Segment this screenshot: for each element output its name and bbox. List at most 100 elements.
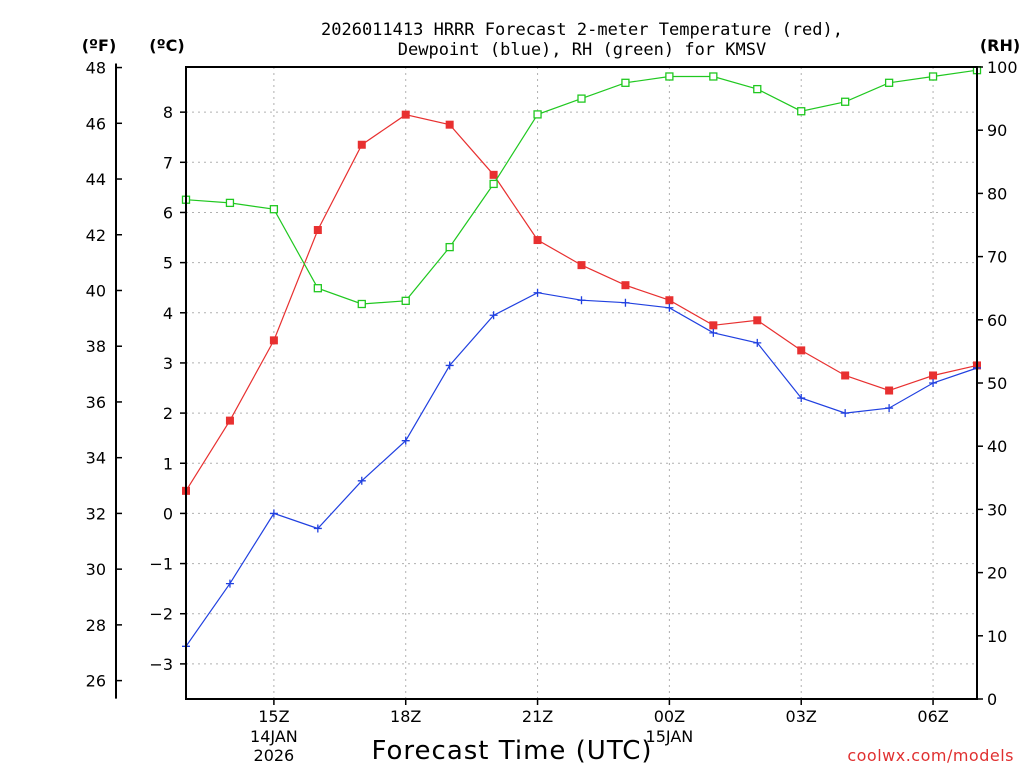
dewpoint-point bbox=[357, 476, 366, 485]
dewpoint-point bbox=[225, 579, 234, 588]
celsius-tick-label: 2 bbox=[163, 404, 173, 423]
celsius-tick-label: 5 bbox=[163, 254, 173, 273]
rh-tick-label: 30 bbox=[987, 500, 1007, 519]
celsius-tick-label: −1 bbox=[149, 555, 173, 574]
fahrenheit-tick-label: 34 bbox=[86, 449, 106, 468]
rh-point bbox=[621, 78, 630, 87]
dewpoint-point bbox=[401, 436, 410, 445]
celsius-tick-label: 6 bbox=[163, 203, 173, 222]
rh-point bbox=[928, 72, 938, 81]
fahrenheit-tick-label: 28 bbox=[86, 616, 106, 635]
temperature-point bbox=[533, 236, 542, 245]
rh-point bbox=[841, 97, 850, 106]
rh-tick-label: 80 bbox=[987, 184, 1007, 203]
celsius-tick-label: 1 bbox=[163, 454, 173, 473]
time-tick-label: 18Z bbox=[390, 707, 421, 726]
dewpoint-point bbox=[665, 303, 674, 312]
fahrenheit-tick-label: 26 bbox=[86, 672, 106, 691]
temperature-point bbox=[269, 336, 278, 345]
dewpoint-point bbox=[709, 328, 718, 337]
fahrenheit-tick-label: 48 bbox=[86, 59, 106, 78]
fahrenheit-tick-label: 40 bbox=[86, 281, 106, 300]
time-tick-label: 00Z bbox=[654, 707, 685, 726]
rh-point bbox=[577, 94, 586, 103]
fahrenheit-tick-label: 46 bbox=[86, 114, 106, 133]
rh-tick-label: 50 bbox=[987, 374, 1007, 393]
rh-point bbox=[665, 72, 674, 81]
rh-tick-label: 60 bbox=[987, 311, 1007, 330]
rh-tick-label: 40 bbox=[987, 437, 1007, 456]
dewpoint-point bbox=[929, 379, 938, 387]
grid-lines bbox=[186, 67, 977, 699]
source-credit: coolwx.com/models bbox=[847, 746, 1014, 765]
celsius-tick-label: 4 bbox=[163, 304, 173, 323]
dewpoint-point bbox=[841, 409, 850, 418]
title-line-2: Dewpoint (blue), RH (green) for KMSV bbox=[398, 40, 766, 60]
time-tick-label: 21Z bbox=[522, 707, 553, 726]
x-axis-title: Forecast Time (UTC) bbox=[371, 736, 652, 766]
rh-point bbox=[753, 84, 762, 94]
rh-point bbox=[313, 284, 322, 293]
celsius-unit-label: (ºC) bbox=[149, 36, 184, 55]
dewpoint-line bbox=[185, 292, 978, 647]
temperature-point bbox=[885, 386, 894, 395]
temperature-point bbox=[665, 296, 674, 305]
celsius-tick-label: 3 bbox=[163, 354, 173, 373]
rh-point bbox=[269, 205, 279, 214]
fahrenheit-tick-label: 30 bbox=[86, 560, 106, 579]
temperature-point bbox=[929, 371, 938, 380]
temperature-point bbox=[357, 140, 366, 149]
dewpoint-point bbox=[885, 404, 894, 413]
time-tick-label: 03Z bbox=[786, 707, 817, 726]
rh-unit-label: (RH) bbox=[980, 36, 1020, 55]
rh-point bbox=[709, 72, 718, 81]
temperature-point bbox=[621, 281, 630, 290]
dewpoint-point bbox=[753, 338, 762, 347]
rh-tick-label: 90 bbox=[987, 121, 1007, 140]
celsius-tick-label: 0 bbox=[163, 504, 173, 523]
celsius-axis: −3 −2 −1 0 1 2 3 4 5 6 7 8 bbox=[149, 103, 186, 674]
dewpoint-point bbox=[533, 288, 542, 297]
temperature-point bbox=[841, 371, 850, 380]
fahrenheit-axis: 26 28 30 32 34 36 38 40 42 44 46 48 bbox=[86, 59, 122, 699]
temperature-point bbox=[797, 346, 806, 355]
rh-point bbox=[225, 198, 235, 208]
date-label: 2026 bbox=[254, 746, 295, 765]
plot-frame bbox=[185, 66, 978, 700]
temperature-point bbox=[709, 321, 718, 330]
rh-point bbox=[401, 296, 410, 305]
rh-tick-label: 0 bbox=[987, 690, 997, 709]
celsius-tick-label: 7 bbox=[163, 153, 173, 172]
rh-point bbox=[445, 242, 454, 252]
rh-tick-label: 10 bbox=[987, 627, 1007, 646]
celsius-tick-label: 8 bbox=[163, 103, 173, 122]
rh-tick-label: 20 bbox=[987, 564, 1007, 583]
data-series bbox=[181, 66, 982, 651]
fahrenheit-tick-label: 44 bbox=[86, 170, 106, 189]
chart-title: 2026011413 HRRR Forecast 2-meter Tempera… bbox=[321, 20, 843, 60]
title-line-1: 2026011413 HRRR Forecast 2-meter Tempera… bbox=[321, 20, 843, 40]
celsius-tick-label: −2 bbox=[149, 605, 173, 624]
date-label: 14JAN bbox=[250, 727, 298, 746]
dewpoint-point bbox=[577, 296, 586, 305]
time-tick-label: 15Z bbox=[258, 707, 289, 726]
time-tick-label: 06Z bbox=[917, 707, 948, 726]
temperature-point bbox=[401, 110, 410, 119]
dewpoint-point bbox=[489, 311, 498, 320]
fahrenheit-tick-label: 38 bbox=[86, 337, 106, 356]
dewpoint-point bbox=[797, 394, 806, 403]
rh-tick-label: 70 bbox=[987, 248, 1007, 267]
fahrenheit-tick-label: 36 bbox=[86, 393, 106, 412]
dewpoint-point bbox=[621, 298, 630, 307]
temperature-point bbox=[753, 316, 762, 325]
rh-axis: 0 10 20 30 40 50 60 70 80 90 100 bbox=[977, 58, 1018, 709]
temperature-point bbox=[225, 416, 234, 425]
rh-point bbox=[884, 78, 894, 87]
rh-point bbox=[489, 179, 498, 189]
rh-point bbox=[533, 110, 542, 119]
celsius-tick-label: −3 bbox=[149, 655, 173, 674]
temperature-point bbox=[577, 261, 586, 270]
temperature-point bbox=[489, 170, 498, 179]
